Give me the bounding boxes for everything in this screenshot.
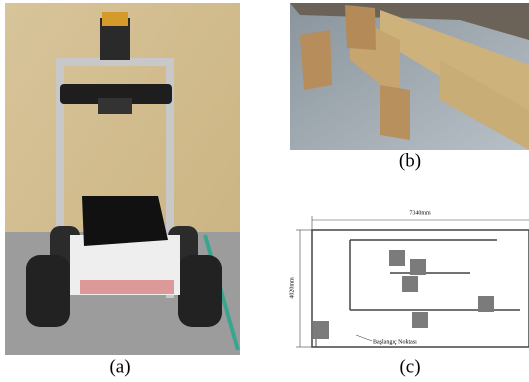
obstacles [313,250,494,339]
obstacle [402,276,418,292]
photo-warehouse [290,3,529,150]
obstacle [389,250,405,266]
figure: (a) (b) 7340mm 4020mm Başlangıç Nokt [0,0,529,382]
room-outline [312,230,529,347]
height-label: 4020mm [289,277,295,299]
caption: (a) [109,356,130,377]
start-label: Başlangıç Noktası [373,339,417,345]
wheel [26,255,70,327]
box [345,5,376,50]
camera [98,98,132,114]
obstacle [313,321,329,339]
width-label: 7340mm [409,210,431,216]
leader-line [356,335,372,341]
obstacle [410,259,426,275]
caption: (c) [399,356,420,377]
box [380,85,410,140]
wheel [178,255,222,327]
obstacle [478,296,494,312]
caption: (b) [399,150,421,171]
photo-robot [5,3,240,355]
lidar-top [102,12,128,26]
obstacle [412,312,428,328]
box [300,30,332,90]
laptop [82,196,168,246]
electronics [80,280,174,294]
